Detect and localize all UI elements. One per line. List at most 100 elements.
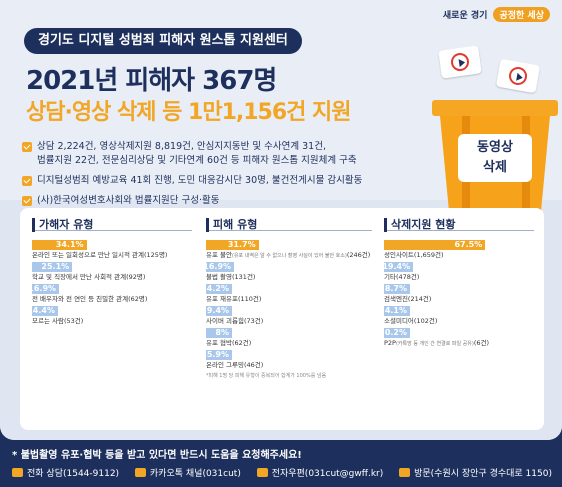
bar-item: 19.4% 기타(478건) (382, 262, 534, 283)
bar-item: 8.7% 검색엔진(214건) (384, 284, 534, 305)
bar-value-label: 19.4% (382, 262, 411, 271)
bar-category-label: 사이버 괴롭힘(73건) (206, 316, 372, 326)
chart-note: *피해 1명 당 피해 유형이 중복되어 합계가 100%를 넘음 (206, 373, 327, 379)
bar-category-label: 모르는 사람(53건) (32, 316, 192, 326)
category-count: (46건) (243, 361, 264, 369)
bar: 14.2% (201, 284, 232, 294)
category-text: 사이버 괴롭힘 (206, 317, 244, 325)
category-text: 유포 협박 (206, 339, 232, 347)
bullet-item: 상담 2,224건, 영상삭제지원 8,819건, 안심지지동반 및 수사연계 … (22, 140, 432, 168)
bullet-text: 상담 2,224건, 영상삭제지원 8,819건, 안심지지동반 및 수사연계 … (37, 140, 357, 168)
bar-value-label: 5.9% (206, 350, 229, 359)
subheadline: 상담·영상 삭제 등 1만1,156건 지원 (26, 100, 352, 125)
brand-logo: 새로운 경기 공정한 세상 (443, 7, 550, 22)
infographic-card: 새로운 경기 공정한 세상 경기도 디지털 성범죄 피해자 원스톱 지원센터 2… (0, 0, 562, 440)
building-icon (399, 468, 411, 477)
bar-category-label: 온라인 또는 일회성으로 만난 일시적 관계(125명) (32, 250, 192, 260)
bar-category-label: 소셜미디어(102건) (384, 316, 534, 326)
contact-text: 카카오톡 채널(031cut) (149, 469, 241, 479)
bar-value-label: 67.5% (454, 240, 483, 249)
bar: 14.4% (27, 306, 58, 316)
category-count: (110건) (237, 295, 262, 303)
bar: 9.4% (206, 306, 232, 316)
bar-item: 0.2% P2P(카톡방 등 개인 간 연결로 파일 공유)(6건) (384, 328, 534, 349)
bar: 67.5% (384, 240, 486, 250)
chart-title: 삭제지원 현황 (384, 218, 534, 232)
category-count: (102건) (413, 317, 438, 325)
bar-category-label: P2P(카톡방 등 개인 간 연결로 파일 공유)(6건) (384, 338, 534, 349)
chart-title: 피해 유형 (206, 218, 372, 232)
bar-item: 14.2% 유포 재유포(110건) (201, 284, 372, 305)
category-count: (1,659건) (413, 251, 444, 259)
bar-value-label: 25.1% (41, 262, 70, 271)
mail-icon (256, 468, 268, 477)
bar: 34.1% (32, 240, 87, 250)
bar: 8.7% (384, 284, 410, 294)
bar-value-label: 9.4% (206, 306, 229, 315)
bar-item: 16.9% 불법 촬영(131건) (203, 262, 372, 283)
bar-item: 25.1% 학교 및 직장에서 만난 사회적 관계(92명) (32, 262, 192, 283)
contact-kakao[interactable]: 카카오톡 채널(031cut) (134, 466, 241, 479)
bar: 5.9% (206, 350, 232, 360)
bar-value-label: 8% (215, 328, 229, 337)
bar: 4.1% (384, 306, 410, 316)
bar-item: 8% 유포 협박(62건) (206, 328, 372, 349)
center-title-pill: 경기도 디지털 성범죄 피해자 원스톱 지원센터 (24, 28, 302, 54)
brand-left: 새로운 경기 (442, 11, 488, 21)
category-text: 온라인 또는 일회성으로 만난 일시적 관계 (32, 251, 144, 259)
bar-category-label: 검색엔진(214건) (384, 294, 534, 304)
bullet-item: (사)한국여성변호사회와 법률지원단 구성·활동 (22, 194, 432, 208)
check-icon (22, 176, 32, 186)
category-text: 불법 촬영 (206, 273, 232, 281)
bullet-text: 디지털성범죄 예방교육 41회 진행, 도민 대응감시단 30명, 불건전게시물… (37, 175, 363, 186)
bar-category-label: 전 배우자와 전 연인 등 친밀한 관계(62명) (32, 294, 192, 304)
category-text: 모르는 사람 (32, 317, 64, 325)
divider (206, 230, 372, 231)
phone-icon (12, 468, 23, 477)
category-count: (62건) (232, 339, 252, 347)
footer: * 불법촬영 유포·협박 등을 받고 있다면 반드시 도움을 요청해주세요! 전… (0, 440, 562, 487)
category-count: (125명) (144, 251, 168, 259)
bar-category-label: 불법 촬영(131건) (206, 272, 372, 282)
category-text: 유포 불안 (206, 251, 232, 259)
bar: 16.9% (203, 262, 235, 272)
chat-icon (134, 468, 146, 477)
bullet-line: 법률지원 22건, 전문심리상담 및 기타연계 60건 등 피해자 원스톱 지원… (37, 155, 357, 166)
category-count: (478건) (395, 273, 420, 281)
bar-value-label: 14.2% (201, 284, 229, 293)
bar-category-label: 유포 재유포(110건) (206, 294, 372, 304)
bar-value-label: 4.1% (384, 306, 407, 315)
stats-panel: 가해자 유형 34.1% 온라인 또는 일회성으로 만난 일시적 관계(125명)… (20, 208, 544, 430)
category-count: (131건) (232, 273, 256, 281)
chart-damage-type: 피해 유형 31.7% 유포 불안(유포 내역은 알 수 없으나 촬영 사실이 있… (201, 218, 372, 379)
chart-bars: 31.7% 유포 불안(유포 내역은 알 수 없으나 촬영 사실이 있어 불안 호… (201, 240, 372, 371)
category-text: 검색엔진 (384, 295, 408, 303)
bar-value-label: 0.2% (384, 328, 407, 337)
bar-category-label: 유포 불안(유포 내역은 알 수 없으나 촬영 사실이 있어 불안 호소)(24… (206, 250, 372, 261)
bar-value-label: 31.7% (227, 240, 256, 249)
bar: 25.1% (32, 262, 73, 272)
bar-category-label: 온라인 그루밍(46건) (206, 360, 372, 370)
category-count: (73건) (243, 317, 264, 325)
category-text: 기타 (384, 273, 396, 281)
contact-row: 전화 상담(1544-9112) 카카오톡 채널(031cut) 전자우편(03… (12, 466, 552, 479)
bullet-item: 디지털성범죄 예방교육 41회 진행, 도민 대응감시단 30명, 불건전게시물… (22, 174, 432, 188)
bar: 31.7% (206, 240, 259, 250)
contact-visit[interactable]: 방문(수원시 장안구 경수대로 1150) (399, 466, 552, 479)
category-count: (92명) (126, 273, 146, 281)
contact-phone[interactable]: 전화 상담(1544-9112) (12, 466, 119, 479)
divider (384, 230, 534, 231)
bar: 8% (206, 328, 232, 338)
category-text: 온라인 그루밍 (206, 361, 244, 369)
category-count: (62명) (128, 295, 148, 303)
category-text: 전 배우자와 전 연인 등 친밀한 관계 (32, 295, 129, 303)
check-icon (22, 196, 32, 206)
category-text: 학교 및 직장에서 만난 사회적 관계 (32, 273, 127, 281)
bullet-list: 상담 2,224건, 영상삭제지원 8,819건, 안심지지동반 및 수사연계 … (22, 140, 432, 214)
category-count: (246건) (346, 251, 371, 259)
bar-item: 5.9% 온라인 그루밍(46건) (206, 350, 372, 371)
footer-notice: * 불법촬영 유포·협박 등을 받고 있다면 반드시 도움을 요청해주세요! (12, 450, 302, 461)
contact-email[interactable]: 전자우편(031cut@gwff.kr) (256, 466, 384, 479)
chart-title: 가해자 유형 (32, 218, 192, 232)
contact-text: 전자우편(031cut@gwff.kr) (271, 469, 384, 479)
